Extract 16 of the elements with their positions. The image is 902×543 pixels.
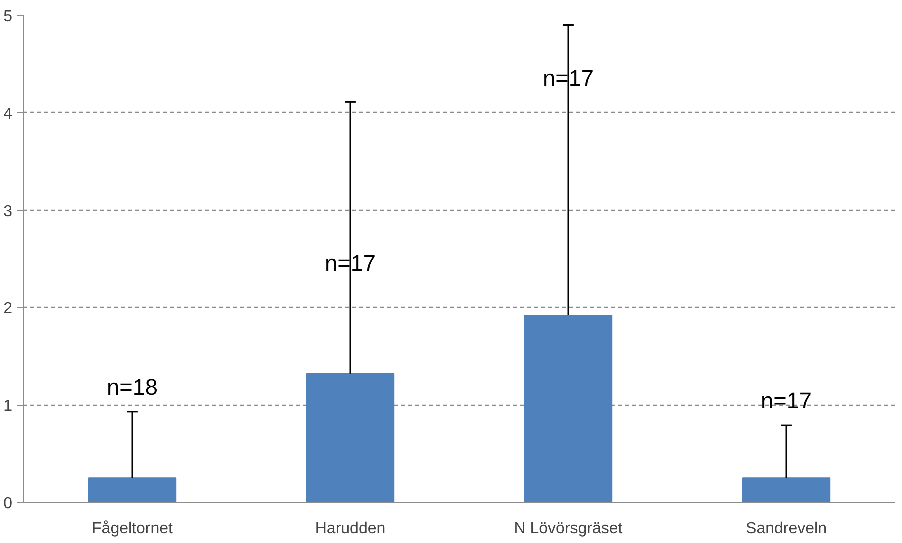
x-tick-label: Harudden <box>315 520 386 538</box>
y-tick-label: 3 <box>4 203 13 220</box>
y-tick-label: 4 <box>4 106 13 123</box>
y-tick-label: 5 <box>4 8 13 26</box>
annotation: n=18 <box>106 374 158 400</box>
y-tick-label: 1 <box>4 398 13 416</box>
y-tick-label: 0 <box>4 496 13 512</box>
y-tick-label: 2 <box>4 300 13 318</box>
bar <box>88 478 177 502</box>
annotation: n=17 <box>760 388 812 414</box>
x-tick-label: Fågeltornet <box>92 520 174 538</box>
bar <box>524 314 613 502</box>
x-tick-label: Sandreveln <box>746 520 827 538</box>
bar <box>742 478 831 502</box>
x-tick-label: N Lövörsgräset <box>514 520 624 538</box>
bar <box>306 373 395 502</box>
